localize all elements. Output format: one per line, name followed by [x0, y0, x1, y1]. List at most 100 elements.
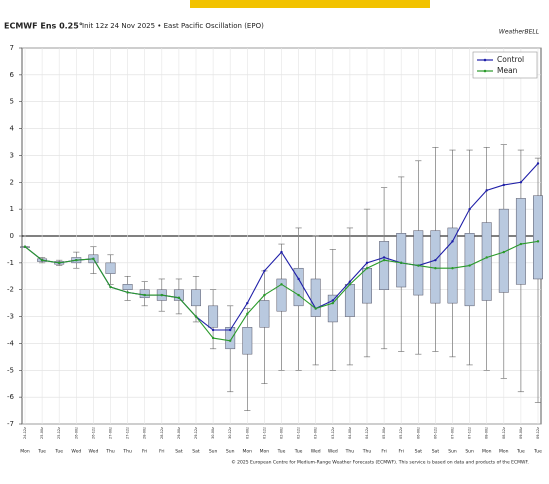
weekday-label: Sat	[415, 449, 423, 455]
series-point	[536, 162, 540, 165]
x-tick-label: 29-12z	[194, 427, 198, 439]
box	[481, 222, 492, 301]
series-point	[263, 269, 266, 273]
box	[396, 233, 407, 288]
series-point	[177, 296, 181, 299]
series-point	[382, 258, 386, 262]
series-point	[468, 264, 471, 267]
box	[515, 198, 526, 285]
series-point	[109, 285, 112, 289]
weekday-label: Thu	[362, 449, 372, 455]
y-tick-label: 3	[10, 151, 14, 159]
y-tick-label: -3	[7, 313, 14, 321]
weekday-label: Thu	[105, 449, 115, 455]
series-point	[246, 312, 249, 316]
x-tick-label: 01-12z	[262, 427, 266, 439]
series-point	[365, 261, 369, 265]
series-point	[229, 339, 232, 342]
series-point	[451, 267, 454, 270]
box	[327, 294, 338, 323]
y-tick-label: 0	[10, 232, 14, 240]
box	[242, 327, 253, 355]
x-tick-label: 25-00z	[40, 427, 44, 439]
series-point	[485, 256, 488, 259]
box	[310, 278, 321, 317]
weekday-label: Thu	[345, 449, 355, 455]
box	[259, 300, 270, 328]
weekday-label: Mon	[499, 449, 509, 455]
y-tick-label: -1	[7, 259, 14, 267]
series-point	[434, 258, 437, 262]
series-point	[92, 257, 95, 261]
box	[379, 241, 390, 290]
x-tick-label: 08-00z	[485, 427, 489, 439]
weekday-label: Sat	[432, 449, 440, 455]
weekday-label: Wed	[71, 449, 81, 455]
series-point	[331, 301, 334, 305]
series-point	[382, 256, 386, 259]
series-point	[58, 261, 61, 265]
box	[344, 284, 355, 317]
x-tick-label: 29-00z	[177, 427, 181, 439]
y-tick-label: -5	[7, 366, 14, 374]
weekday-label: Mon	[482, 449, 492, 455]
series-point	[211, 328, 215, 332]
weekday-label: Fri	[159, 449, 164, 455]
box	[122, 284, 133, 290]
x-tick-label: 26-00z	[74, 427, 78, 439]
series-point	[40, 258, 44, 262]
x-tick-label: 07-00z	[451, 427, 455, 439]
series-point	[23, 245, 27, 248]
weekday-label: Fri	[381, 449, 386, 455]
series-point	[126, 291, 129, 294]
box	[191, 289, 201, 307]
x-tick-label: 27-00z	[109, 427, 113, 439]
chart-subtitle: Init 12z 24 Nov 2025 • East Pacific Osci…	[82, 22, 264, 30]
box	[447, 227, 458, 304]
y-tick-label: -6	[7, 393, 15, 401]
y-tick-label: 2	[10, 178, 14, 186]
series-point	[160, 293, 163, 297]
series-point	[280, 283, 283, 286]
weekday-label: Sat	[175, 449, 183, 455]
x-tick-label: 30-00z	[211, 427, 215, 439]
box	[413, 230, 424, 296]
weekday-label: Sun	[226, 449, 235, 455]
series-point	[451, 240, 454, 243]
y-tick-label: 7	[10, 44, 14, 52]
weekday-label: Thu	[122, 449, 132, 455]
weekday-label: Wed	[88, 449, 98, 455]
series-point	[143, 293, 146, 297]
box	[208, 305, 219, 328]
chart-title: ECMWF Ens 0.25°	[4, 22, 83, 31]
legend-box	[472, 51, 538, 79]
x-tick-label: 02-00z	[280, 427, 284, 439]
series-point	[314, 307, 317, 310]
x-tick-label: 25-12z	[57, 427, 61, 439]
x-tick-label: 03-00z	[314, 427, 318, 439]
series-point	[229, 328, 232, 332]
weekday-label: Sun	[465, 449, 474, 455]
x-tick-label: 01-00z	[245, 427, 249, 439]
series-point	[331, 299, 334, 302]
weekday-label: Mon	[20, 449, 30, 455]
y-tick-label: -7	[7, 420, 14, 428]
series-point	[536, 240, 540, 243]
weekday-label: Mon	[260, 449, 270, 455]
box	[276, 278, 287, 312]
series-point	[434, 267, 437, 270]
legend-label: Mean	[497, 66, 518, 75]
series-point	[194, 315, 198, 318]
weekday-label: Sun	[448, 449, 457, 455]
weekday-label: Wed	[328, 449, 338, 455]
x-tick-label: 02-12z	[297, 427, 301, 439]
weekday-label: Sun	[209, 449, 218, 455]
legend-label: Control	[497, 55, 524, 64]
series-point	[263, 293, 266, 297]
box	[430, 230, 441, 304]
brand-logo: WeatherBELL	[499, 29, 539, 36]
series-point	[365, 267, 369, 270]
series-point	[519, 181, 523, 184]
x-tick-label: 30-12z	[228, 427, 232, 439]
x-tick-label: 06-00z	[416, 427, 420, 439]
